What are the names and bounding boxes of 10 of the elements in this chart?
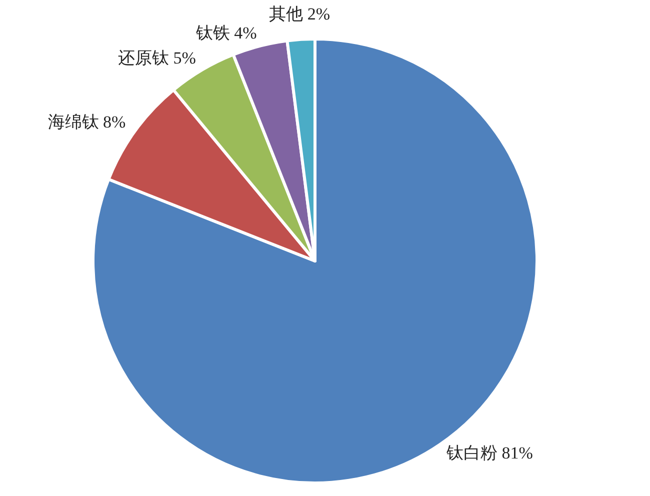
data-label: 81%	[502, 443, 533, 462]
slice-label: 钛铁	[194, 23, 234, 42]
data-label: 5%	[173, 48, 196, 68]
data-label: 2%	[307, 4, 330, 24]
data-label: 8%	[103, 112, 126, 132]
slice-label: 其他	[269, 4, 308, 24]
data-label: 4%	[234, 23, 257, 42]
slice-label: 还原钛	[118, 48, 174, 68]
slice-label: 海绵钛	[48, 112, 104, 132]
slice-label: 钛白粉	[446, 443, 502, 462]
